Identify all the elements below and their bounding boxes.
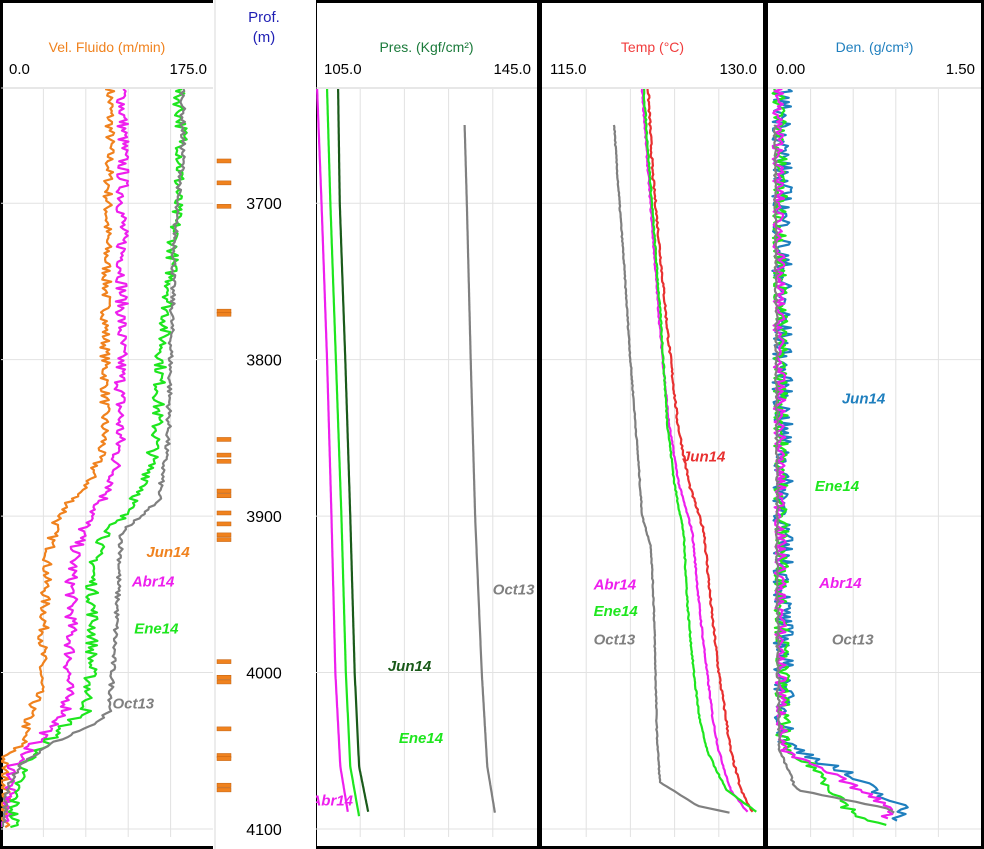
perforation-mark	[216, 204, 232, 209]
perforation-mark	[216, 756, 232, 761]
series-label-oct13: Oct13	[832, 631, 874, 648]
frame-border	[981, 0, 984, 849]
perforation-mark	[216, 782, 232, 788]
depth-track-bg	[213, 0, 316, 849]
track-3: Temp (°C) 115.0 130.0 Jun14 Abr14 Ene14 Oct13	[542, 39, 763, 837]
series-label-jun14: Jun14	[388, 658, 432, 675]
series-label-jun14: Jun14	[146, 544, 190, 561]
series-line-oct13	[463, 124, 496, 813]
depth-title: Prof.	[248, 9, 280, 26]
series-label-ene14: Ene14	[134, 620, 179, 637]
series-line-oct13	[1, 89, 187, 828]
series-line-abr14	[1, 89, 130, 828]
frame-border	[763, 0, 768, 849]
depth-track: Prof. (m) 3700 3800 3900 4000 4100	[213, 0, 316, 849]
perforation-mark	[216, 659, 232, 664]
perforation-mark	[216, 726, 232, 732]
series-label-oct13: Oct13	[112, 696, 154, 713]
depth-unit: (m)	[253, 29, 276, 46]
x-max-label: 145.0	[493, 61, 531, 78]
x-max-label: 1.50	[946, 61, 975, 78]
track-title: Den. (g/cm³)	[836, 39, 914, 55]
track-title: Vel. Fluido (m/min)	[49, 39, 166, 55]
perforation-mark	[216, 493, 232, 499]
x-min-label: 0.0	[9, 61, 30, 78]
perforation-mark	[216, 787, 232, 793]
track-2: Pres. (Kgf/cm²) 105.0 145.0 Abr14 Ene14 Jun14…	[309, 39, 537, 837]
perforation-mark	[216, 532, 232, 538]
perforation-mark	[216, 459, 232, 464]
perforation-mark	[216, 452, 232, 458]
perforation-mark	[216, 312, 232, 317]
series-label-abr14: Abr14	[309, 793, 353, 810]
perforation-mark	[216, 488, 232, 494]
perforation-mark	[216, 510, 232, 516]
depth-tick-label: 3900	[246, 509, 282, 526]
depth-tick-label: 4100	[246, 822, 282, 839]
series-line-jun14	[646, 89, 754, 813]
series-line-ene14	[642, 89, 757, 813]
x-min-label: 105.0	[324, 61, 362, 78]
frame-border	[0, 846, 984, 849]
series-label-abr14: Abr14	[131, 574, 175, 591]
series-label-ene14: Ene14	[594, 603, 639, 620]
frame-border	[0, 0, 984, 3]
series-label-ene14: Ene14	[815, 478, 860, 495]
series-label-oct13: Oct13	[594, 631, 636, 648]
x-min-label: 115.0	[550, 61, 586, 78]
x-min-label: 0.00	[776, 61, 805, 78]
series-line-abr14	[640, 89, 749, 813]
perforation-mark	[216, 180, 232, 186]
frame-border	[0, 0, 3, 849]
frame-border	[537, 0, 542, 849]
series-line-ene14	[326, 89, 361, 817]
series-line-abr14	[316, 89, 349, 812]
perforation-mark	[216, 158, 232, 164]
depth-tick-label: 4000	[246, 666, 282, 683]
track-title: Pres. (Kgf/cm²)	[379, 39, 473, 55]
series-line-ene14	[7, 89, 188, 829]
depth-tick-label: 3700	[246, 196, 282, 213]
perforation-mark	[216, 537, 232, 542]
series-line-jun14	[771, 89, 909, 822]
series-label-abr14: Abr14	[818, 575, 862, 592]
series-label-jun14: Jun14	[842, 390, 886, 407]
x-max-label: 130.0	[719, 61, 757, 78]
perforation-mark	[216, 437, 232, 442]
series-label-abr14: Abr14	[593, 577, 637, 594]
series-label-oct13: Oct13	[493, 581, 535, 598]
track-title: Temp (°C)	[621, 39, 684, 55]
series-line-oct13	[772, 124, 895, 814]
series-line-jun14	[337, 89, 370, 813]
track-4: Den. (g/cm³) 0.00 1.50 Jun14 Ene14 Abr14 Oct13	[768, 39, 981, 837]
track-1: Vel. Fluido (m/min) 0.0 175.0 Jun14 Abr14 Ene…	[1, 39, 213, 837]
x-max-label: 175.0	[169, 61, 207, 78]
series-line-oct13	[612, 124, 730, 814]
depth-tick-label: 3800	[246, 353, 282, 370]
series-label-ene14: Ene14	[399, 730, 444, 747]
perforation-mark	[216, 521, 232, 527]
perforation-mark	[216, 679, 232, 685]
series-label-jun14: Jun14	[682, 448, 726, 465]
perforation-mark	[216, 674, 232, 680]
series-line-jun14	[1, 89, 116, 829]
